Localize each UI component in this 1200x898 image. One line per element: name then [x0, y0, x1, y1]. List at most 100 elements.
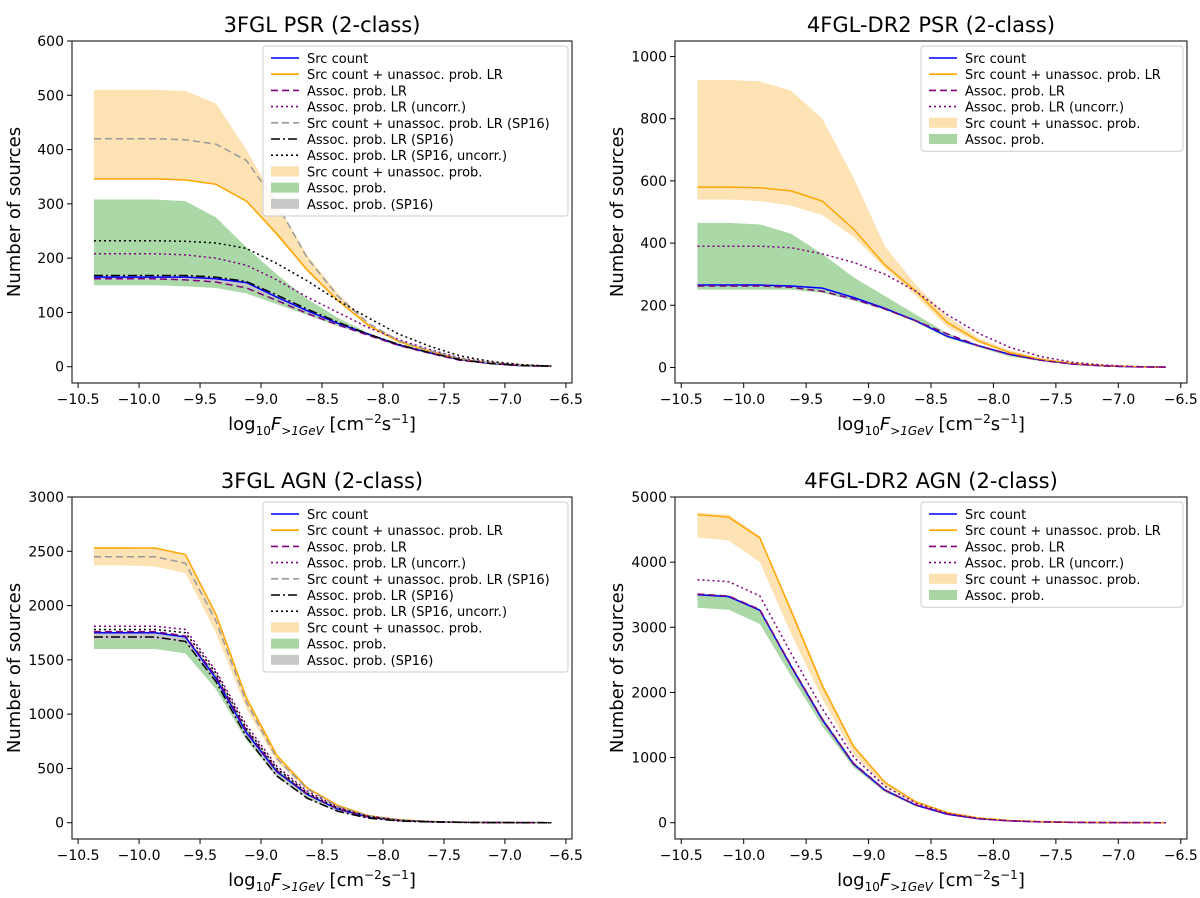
legend-label: Assoc. prob. LR (uncorr.)	[965, 557, 1124, 572]
x-axis-label-part: ]	[409, 414, 416, 435]
x-axis-label-part: −2	[973, 868, 991, 882]
y-tick-label: 5000	[631, 490, 667, 506]
legend-patch	[929, 590, 957, 600]
y-tick-label: 400	[37, 143, 64, 159]
y-tick-label: 600	[37, 34, 64, 50]
legend-label: Assoc. prob. LR	[965, 84, 1065, 99]
x-axis-label-part: s	[382, 414, 391, 435]
legend-label: Src count + unassoc. prob. LR (SP16)	[307, 117, 550, 132]
legend-label: Assoc. prob. LR (uncorr.)	[965, 101, 1124, 116]
series-line-7	[93, 240, 552, 367]
x-tick-label: −8.0	[366, 848, 400, 864]
series-line-5	[93, 137, 552, 367]
legend-label: Assoc. prob.	[965, 589, 1044, 604]
x-tick-label: −7.0	[488, 392, 522, 408]
x-tick-label: −6.5	[1164, 848, 1198, 864]
legend-label: Src count	[965, 52, 1026, 67]
y-tick-label: 1000	[28, 707, 64, 723]
series-line-4	[697, 578, 1166, 824]
x-tick-label: −9.0	[852, 848, 886, 864]
chart-title: 3FGL PSR (2-class)	[224, 13, 421, 37]
x-axis-label: log10F>1GeV [cm−2s−1]	[837, 412, 1025, 438]
x-axis-label-part: >1GeV	[281, 880, 324, 894]
x-axis-label-part: ]	[1018, 870, 1025, 891]
legend-label: Assoc. prob. (SP16)	[307, 198, 433, 213]
x-tick-label: −10.5	[660, 848, 703, 864]
series-line-6	[93, 274, 552, 367]
band-1	[93, 546, 552, 823]
x-tick-label: −6.5	[1164, 392, 1198, 408]
y-tick-label: 2000	[28, 599, 64, 615]
x-tick-label: −7.5	[1039, 392, 1073, 408]
x-axis-label-part: ]	[409, 870, 416, 891]
legend-label: Src count + unassoc. prob. LR (SP16)	[307, 573, 550, 588]
x-tick-label: −8.5	[305, 392, 339, 408]
x-tick-label: −6.5	[549, 848, 583, 864]
x-tick-label: −7.5	[1039, 848, 1073, 864]
series-line-7	[93, 628, 552, 824]
legend-label: Assoc. prob. LR (uncorr.)	[307, 101, 466, 116]
legend-patch	[271, 182, 299, 193]
legend-label: Assoc. prob. LR	[965, 540, 1065, 555]
legend-patch	[929, 573, 957, 584]
x-tick-label: −7.5	[427, 848, 461, 864]
y-tick-label: 400	[640, 236, 667, 252]
legend-patch	[271, 638, 299, 649]
x-axis-label-part: 10	[256, 424, 271, 438]
band-2	[697, 222, 1166, 368]
y-tick-label: 0	[55, 360, 64, 376]
x-axis-label-part: −2	[364, 868, 382, 882]
x-tick-label: −10.5	[660, 392, 703, 408]
legend-patch	[271, 166, 299, 177]
x-axis-label-part: s	[991, 414, 1000, 435]
x-axis-label-part: >1GeV	[890, 424, 933, 438]
series-line-5	[93, 555, 552, 824]
x-axis-label-part: F	[880, 414, 891, 435]
x-tick-label: −8.5	[914, 848, 948, 864]
y-tick-label: 3000	[631, 620, 667, 636]
legend-label: Assoc. prob. LR (SP16)	[307, 589, 454, 604]
legend-box	[920, 501, 1184, 608]
x-tick-label: −6.5	[549, 392, 583, 408]
legend-label: Assoc. prob. LR (SP16, uncorr.)	[307, 149, 507, 164]
legend-patch	[271, 654, 299, 665]
x-axis-label-part: −1	[1000, 412, 1018, 426]
y-tick-label: 1000	[631, 50, 667, 66]
legend-box	[262, 45, 569, 217]
y-axis-label: Number of sources	[4, 583, 25, 753]
y-tick-label: 300	[37, 197, 64, 213]
legend-label: Assoc. prob. LR (uncorr.)	[307, 557, 466, 572]
legend-label: Src count + unassoc. prob. LR	[307, 68, 503, 83]
x-axis-label: log10F>1GeV [cm−2s−1]	[228, 412, 416, 438]
legend-label: Src count + unassoc. prob.	[965, 117, 1140, 132]
y-tick-label: 600	[640, 174, 667, 190]
legend-label: Assoc. prob.	[307, 182, 386, 197]
legend-label: Assoc. prob. LR (SP16, uncorr.)	[307, 605, 507, 620]
x-tick-label: −9.5	[183, 392, 217, 408]
x-axis-label-part: [cm	[324, 870, 364, 891]
y-tick-label: 0	[658, 360, 667, 376]
x-axis-label-part: >1GeV	[281, 424, 324, 438]
x-tick-label: −8.5	[305, 848, 339, 864]
legend-label: Src count + unassoc. prob.	[965, 573, 1140, 588]
y-tick-label: 2500	[28, 544, 64, 560]
legend-label: Src count + unassoc. prob. LR	[965, 524, 1161, 539]
x-axis-label-part: log	[837, 870, 864, 891]
x-tick-label: −9.5	[789, 848, 823, 864]
x-axis-label-part: log	[837, 414, 864, 435]
x-tick-label: −10.0	[722, 848, 765, 864]
legend-label: Assoc. prob. (SP16)	[307, 654, 433, 669]
legend-patch	[929, 117, 957, 128]
legend-label: Src count + unassoc. prob. LR	[307, 524, 503, 539]
y-tick-label: 4000	[631, 555, 667, 571]
y-tick-label: 800	[640, 112, 667, 128]
series-line-3	[93, 278, 552, 367]
x-tick-label: −9.5	[183, 848, 217, 864]
series-line-3	[697, 285, 1166, 368]
y-axis-label: Number of sources	[607, 583, 628, 753]
legend-label: Src count + unassoc. prob.	[307, 165, 482, 180]
x-axis-label-part: F	[880, 870, 891, 891]
legend-label: Src count	[307, 52, 368, 67]
